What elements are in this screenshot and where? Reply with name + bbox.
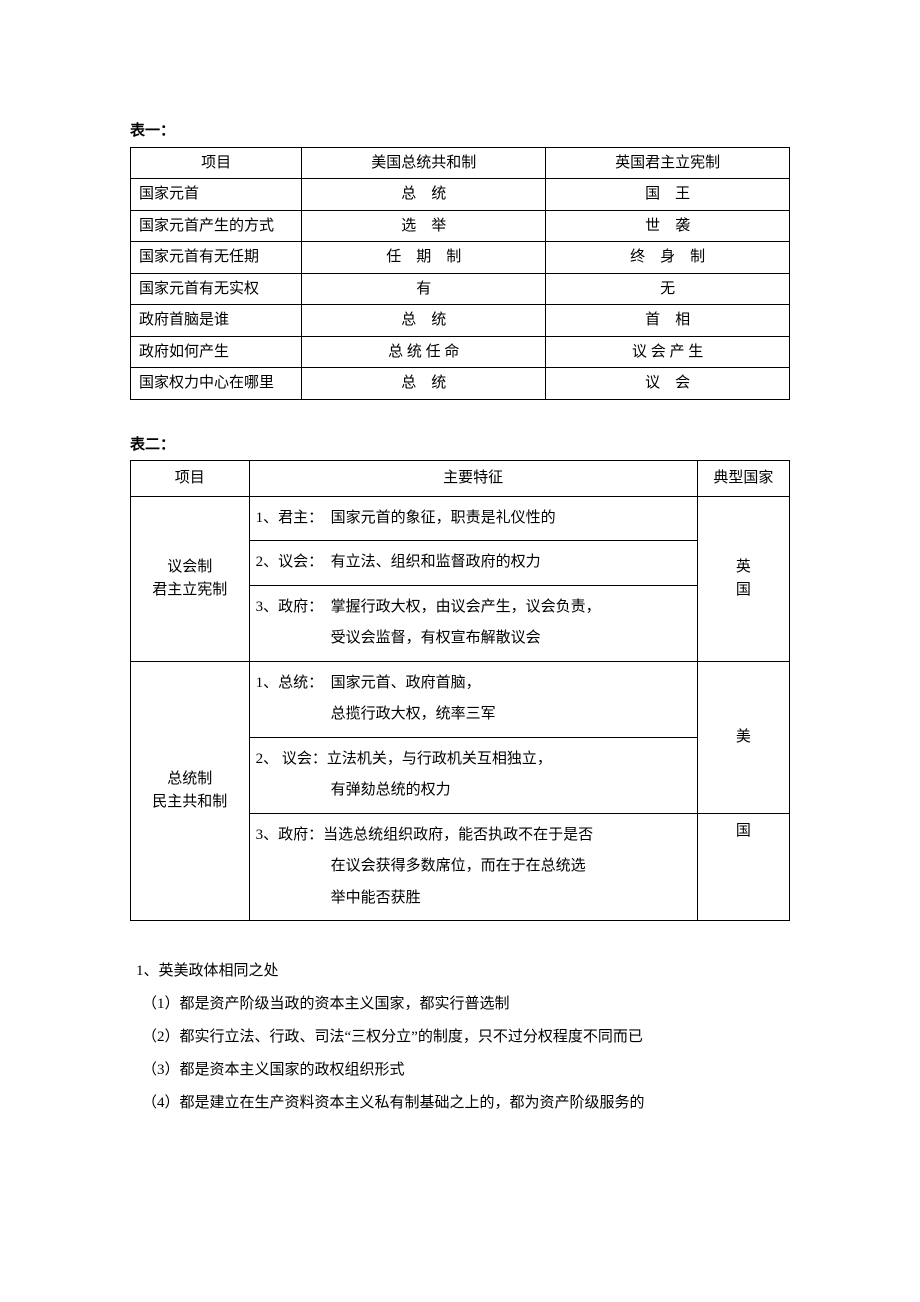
cell: 国家元首有无实权 xyxy=(131,273,302,305)
table2-label: 表二： xyxy=(130,434,790,457)
line: 国 xyxy=(706,579,781,602)
line: 英 xyxy=(706,556,781,579)
cell: 议 会 产 生 xyxy=(546,336,790,368)
cell: 总 统 xyxy=(302,368,546,400)
cell: 总 统 任 命 xyxy=(302,336,546,368)
t2-r1-f2: 2、议会： 有立法、组织和监督政府的权力 xyxy=(249,541,697,586)
notes-section: 1、英美政体相同之处 （1）都是资产阶级当政的资本主义国家，都实行普选制 （2）… xyxy=(130,955,790,1120)
table-row: 政府如何产生 总 统 任 命 议 会 产 生 xyxy=(131,336,790,368)
table-row: 项目 主要特征 典型国家 xyxy=(131,461,790,497)
line: 总揽行政大权，统率三军 xyxy=(256,699,689,731)
cell: 政府首脑是谁 xyxy=(131,305,302,337)
note-item: （2）都实行立法、行政、司法“三权分立”的制度，只不过分权程度不同而已 xyxy=(130,1021,790,1054)
t2-r2-f1: 1、总统： 国家元首、政府首脑， 总揽行政大权，统率三军 xyxy=(249,661,697,737)
cell: 国 王 xyxy=(546,179,790,211)
table2: 项目 主要特征 典型国家 议会制 君主立宪制 1、君主： 国家元首的象征，职责是… xyxy=(130,460,790,921)
line: 有弹劾总统的权力 xyxy=(256,775,689,807)
t2-r2-country-top: 美 xyxy=(697,661,789,813)
cell: 有 xyxy=(302,273,546,305)
line: 举中能否获胜 xyxy=(256,883,689,915)
t2-h2: 主要特征 xyxy=(249,461,697,497)
notes-title: 1、英美政体相同之处 xyxy=(130,955,790,988)
t2-r1-f1: 1、君主： 国家元首的象征，职责是礼仪性的 xyxy=(249,496,697,541)
table1: 项目 美国总统共和制 英国君主立宪制 国家元首 总 统 国 王 国家元首产生的方… xyxy=(130,147,790,400)
cell: 国家权力中心在哪里 xyxy=(131,368,302,400)
line: 君主立宪制 xyxy=(139,579,241,602)
t2-h3: 典型国家 xyxy=(697,461,789,497)
t2-r1-type: 议会制 君主立宪制 xyxy=(131,496,250,661)
line: 在议会获得多数席位，而在于在总统选 xyxy=(256,851,689,883)
note-item: （3）都是资本主义国家的政权组织形式 xyxy=(130,1054,790,1087)
t2-r2-f2: 2、 议会：立法机关，与行政机关互相独立， 有弹劾总统的权力 xyxy=(249,737,697,813)
t2-r1-f3: 3、政府： 掌握行政大权，由议会产生，议会负责， 受议会监督，有权宣布解散议会 xyxy=(249,585,697,661)
line: 3、政府： 掌握行政大权，由议会产生，议会负责， xyxy=(256,599,601,615)
t2-r1-country: 英 国 xyxy=(697,496,789,661)
table-row: 国家元首有无任期 任 期 制 终 身 制 xyxy=(131,242,790,274)
line: 民主共和制 xyxy=(139,791,241,814)
note-item: （1）都是资产阶级当政的资本主义国家，都实行普选制 xyxy=(130,988,790,1021)
cell: 无 xyxy=(546,273,790,305)
t1-h1: 项目 xyxy=(131,147,302,179)
t2-h1: 项目 xyxy=(131,461,250,497)
table-row: 项目 美国总统共和制 英国君主立宪制 xyxy=(131,147,790,179)
cell: 世 袭 xyxy=(546,210,790,242)
line: 议会制 xyxy=(139,556,241,579)
t1-h2: 美国总统共和制 xyxy=(302,147,546,179)
cell: 国家元首 xyxy=(131,179,302,211)
cell: 政府如何产生 xyxy=(131,336,302,368)
cell: 国家元首有无任期 xyxy=(131,242,302,274)
cell: 任 期 制 xyxy=(302,242,546,274)
t1-h3: 英国君主立宪制 xyxy=(546,147,790,179)
table-row: 国家元首有无实权 有 无 xyxy=(131,273,790,305)
line: 受议会监督，有权宣布解散议会 xyxy=(256,623,689,655)
t2-r2-country-bot: 国 xyxy=(697,813,789,921)
cell: 国家元首产生的方式 xyxy=(131,210,302,242)
table1-label: 表一： xyxy=(130,120,790,143)
line: 3、政府：当选总统组织政府，能否执政不在于是否 xyxy=(256,827,594,843)
cell: 选 举 xyxy=(302,210,546,242)
table-row: 国家元首产生的方式 选 举 世 袭 xyxy=(131,210,790,242)
cell: 终 身 制 xyxy=(546,242,790,274)
t2-r2-type: 总统制 民主共和制 xyxy=(131,661,250,921)
t2-r2-f3: 3、政府：当选总统组织政府，能否执政不在于是否 在议会获得多数席位，而在于在总统… xyxy=(249,813,697,921)
cell: 首 相 xyxy=(546,305,790,337)
line: 总统制 xyxy=(139,768,241,791)
table-row: 议会制 君主立宪制 1、君主： 国家元首的象征，职责是礼仪性的 英 国 xyxy=(131,496,790,541)
table-row: 国家元首 总 统 国 王 xyxy=(131,179,790,211)
cell: 议 会 xyxy=(546,368,790,400)
table-row: 国家权力中心在哪里 总 统 议 会 xyxy=(131,368,790,400)
line: 1、总统： 国家元首、政府首脑， xyxy=(256,675,481,691)
note-item: （4）都是建立在生产资料资本主义私有制基础之上的，都为资产阶级服务的 xyxy=(130,1087,790,1120)
table-row: 总统制 民主共和制 1、总统： 国家元首、政府首脑， 总揽行政大权，统率三军 美 xyxy=(131,661,790,737)
cell: 总 统 xyxy=(302,305,546,337)
cell: 总 统 xyxy=(302,179,546,211)
table-row: 政府首脑是谁 总 统 首 相 xyxy=(131,305,790,337)
line: 2、 议会：立法机关，与行政机关互相独立， xyxy=(256,751,552,767)
